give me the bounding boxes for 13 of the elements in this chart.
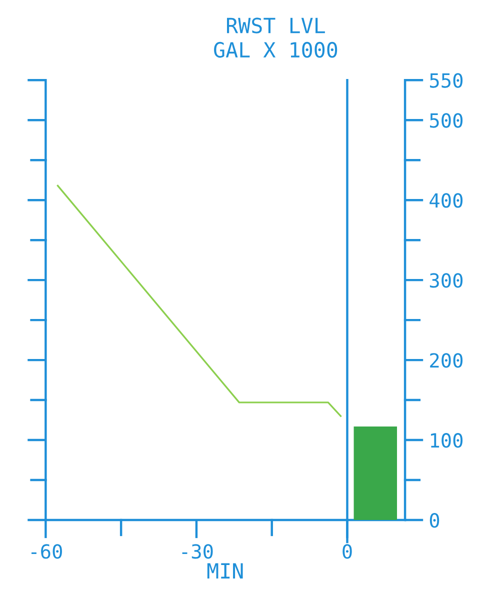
x-axis-title: MIN — [207, 563, 243, 578]
y-tick-label: 100 — [430, 433, 463, 448]
y-tick-label: 200 — [430, 353, 463, 368]
y-tick-label: 0 — [430, 513, 440, 528]
x-tick-label: -30 — [182, 544, 213, 559]
chart-title: RWST LVL — [227, 18, 325, 34]
y-tick-label: 500 — [430, 113, 463, 128]
y-tick-label: 400 — [430, 193, 463, 208]
x-tick-label: -60 — [32, 544, 62, 559]
y-tick-label: 550 — [430, 73, 463, 88]
x-tick-label: 0 — [342, 544, 352, 559]
chart-subtitle: GAL X 1000 — [214, 42, 338, 58]
y-tick-label: 300 — [430, 273, 463, 288]
